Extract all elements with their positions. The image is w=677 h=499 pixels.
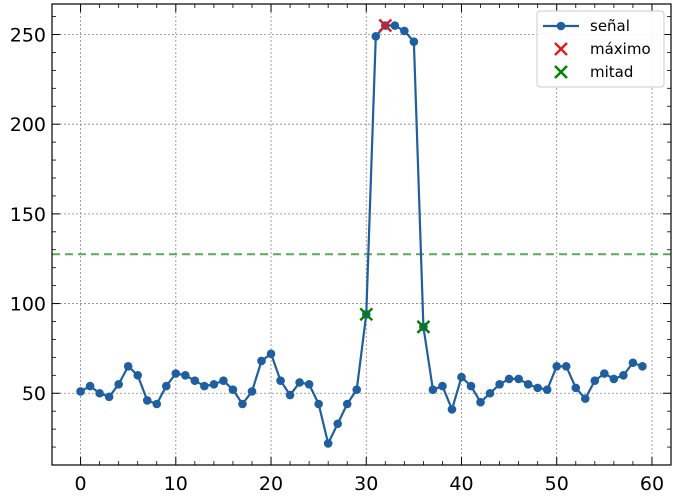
data-point <box>85 381 95 391</box>
data-point <box>552 362 562 371</box>
data-point <box>123 362 133 371</box>
data-point <box>600 369 609 378</box>
data-point <box>580 394 590 403</box>
plot-frame <box>51 3 672 466</box>
data-point <box>561 362 571 371</box>
data-point <box>504 374 514 384</box>
data-point <box>542 385 552 394</box>
data-point <box>247 387 257 396</box>
data-point <box>200 381 209 391</box>
data-point <box>171 369 181 378</box>
legend-marker-mitad <box>554 65 568 79</box>
max-marker-stroke <box>378 18 393 33</box>
data-point <box>533 383 542 393</box>
half-marker <box>416 320 431 334</box>
data-point <box>495 379 504 389</box>
data-point <box>447 405 457 414</box>
data-point <box>114 379 123 389</box>
max-marker <box>378 18 393 33</box>
data-point <box>219 376 228 385</box>
data-point <box>238 399 247 409</box>
data-point <box>609 374 619 384</box>
data-point <box>333 419 342 429</box>
data-point <box>304 379 314 389</box>
legend-label-mitad: mitad <box>590 63 633 81</box>
data-point <box>161 381 171 391</box>
marker-layer <box>359 18 431 334</box>
data-point <box>181 371 190 380</box>
x-tick-label: 20 <box>259 473 283 495</box>
data-point <box>457 372 466 382</box>
data-point <box>76 387 85 396</box>
data-point <box>104 392 114 402</box>
data-point <box>438 381 447 391</box>
legend-point-senal <box>556 21 566 31</box>
data-point <box>257 356 266 366</box>
y-tick-label: 50 <box>22 383 46 405</box>
data-point <box>523 379 533 389</box>
data-point <box>295 378 304 387</box>
data-point <box>485 388 495 398</box>
data-point <box>476 397 485 407</box>
data-point <box>152 399 162 409</box>
legend-marker-maximo <box>554 42 568 56</box>
data-point <box>390 21 400 30</box>
data-point <box>95 388 104 398</box>
legend-box <box>536 10 665 88</box>
legend-label-senal: señal <box>590 17 630 35</box>
data-point <box>285 390 295 400</box>
legend-label-maximo: máximo <box>590 40 651 58</box>
y-tick-label: 100 <box>10 294 46 316</box>
half-marker-stroke <box>416 320 431 334</box>
data-point <box>571 383 581 393</box>
x-tick-label: 60 <box>640 473 664 495</box>
data-point <box>133 371 143 380</box>
ticks <box>52 4 671 465</box>
tick-labels: 0 10 20 30 40 50 60 50 100 150 200 250 <box>10 24 664 495</box>
half-marker <box>359 307 374 322</box>
data-point <box>371 31 381 41</box>
data-point <box>276 376 285 385</box>
data-point <box>628 358 638 368</box>
x-tick-label: 10 <box>164 473 188 495</box>
x-tick-label: 0 <box>75 473 87 495</box>
half-marker-stroke <box>359 307 374 322</box>
series-layer <box>76 21 647 448</box>
y-tick-label: 250 <box>10 24 46 46</box>
y-tick-label: 200 <box>10 114 46 136</box>
data-point <box>638 362 647 371</box>
data-point <box>142 396 152 405</box>
data-point <box>342 399 352 409</box>
data-point <box>400 26 409 36</box>
data-point <box>409 37 419 46</box>
legend: señal máximo mitad <box>536 10 665 88</box>
legend-marker-mitad-stroke <box>554 65 568 79</box>
data-point <box>590 376 600 385</box>
x-tick-label: 40 <box>449 473 473 495</box>
data-point <box>209 379 219 389</box>
x-tick-label: 30 <box>354 473 378 495</box>
data-point <box>266 349 276 359</box>
data-point <box>323 439 333 448</box>
data-point <box>314 399 323 409</box>
grid <box>52 4 671 465</box>
data-point <box>514 374 523 384</box>
data-point <box>190 376 200 385</box>
data-point <box>428 385 438 394</box>
y-tick-label: 150 <box>10 204 46 226</box>
data-point <box>228 385 238 394</box>
data-point <box>352 385 362 394</box>
legend-marker-maximo-stroke <box>554 42 568 56</box>
x-tick-label: 50 <box>545 473 569 495</box>
data-point <box>466 381 476 391</box>
data-point <box>619 371 628 380</box>
